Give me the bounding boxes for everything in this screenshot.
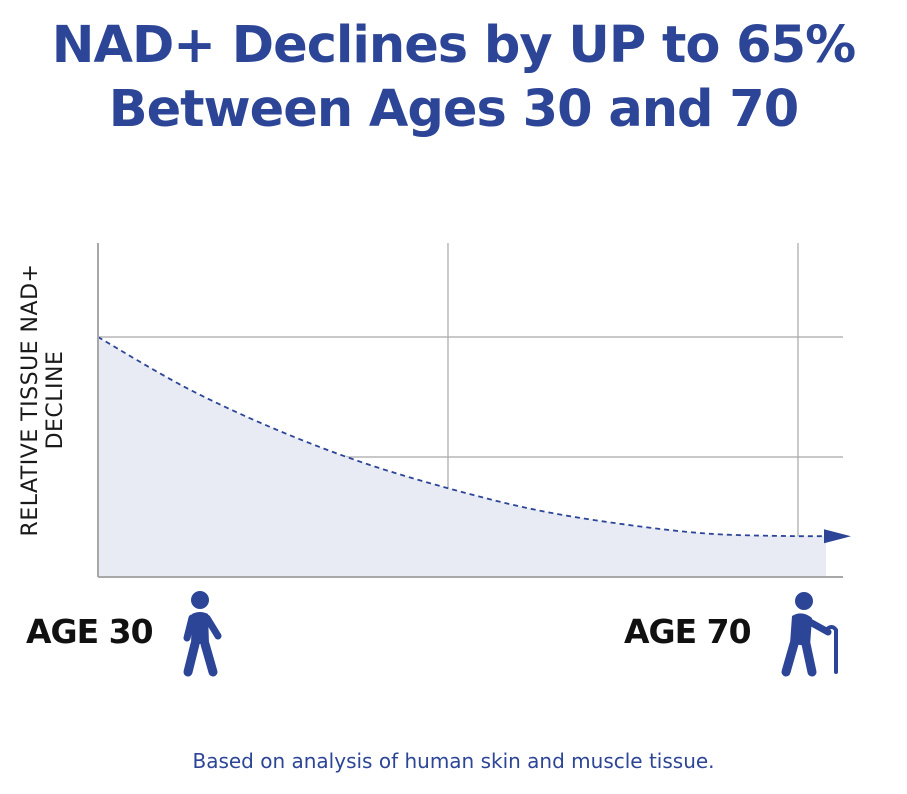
area-fill <box>98 337 826 577</box>
x-label-age-70: AGE 70 <box>624 612 752 651</box>
elderly-person-with-cane-icon <box>781 592 838 677</box>
curve-arrowhead <box>824 529 851 544</box>
page-title: NAD+ Declines by UP to 65% Between Ages … <box>0 14 907 142</box>
footnote: Based on analysis of human skin and musc… <box>192 749 715 773</box>
x-label-age-30: AGE 30 <box>26 612 154 651</box>
title-line-1: NAD+ Declines by UP to 65% <box>51 16 856 75</box>
decline-curve <box>97 336 826 538</box>
title-line-2: Between Ages 30 and 70 <box>108 80 800 139</box>
walking-person-icon <box>183 591 222 677</box>
